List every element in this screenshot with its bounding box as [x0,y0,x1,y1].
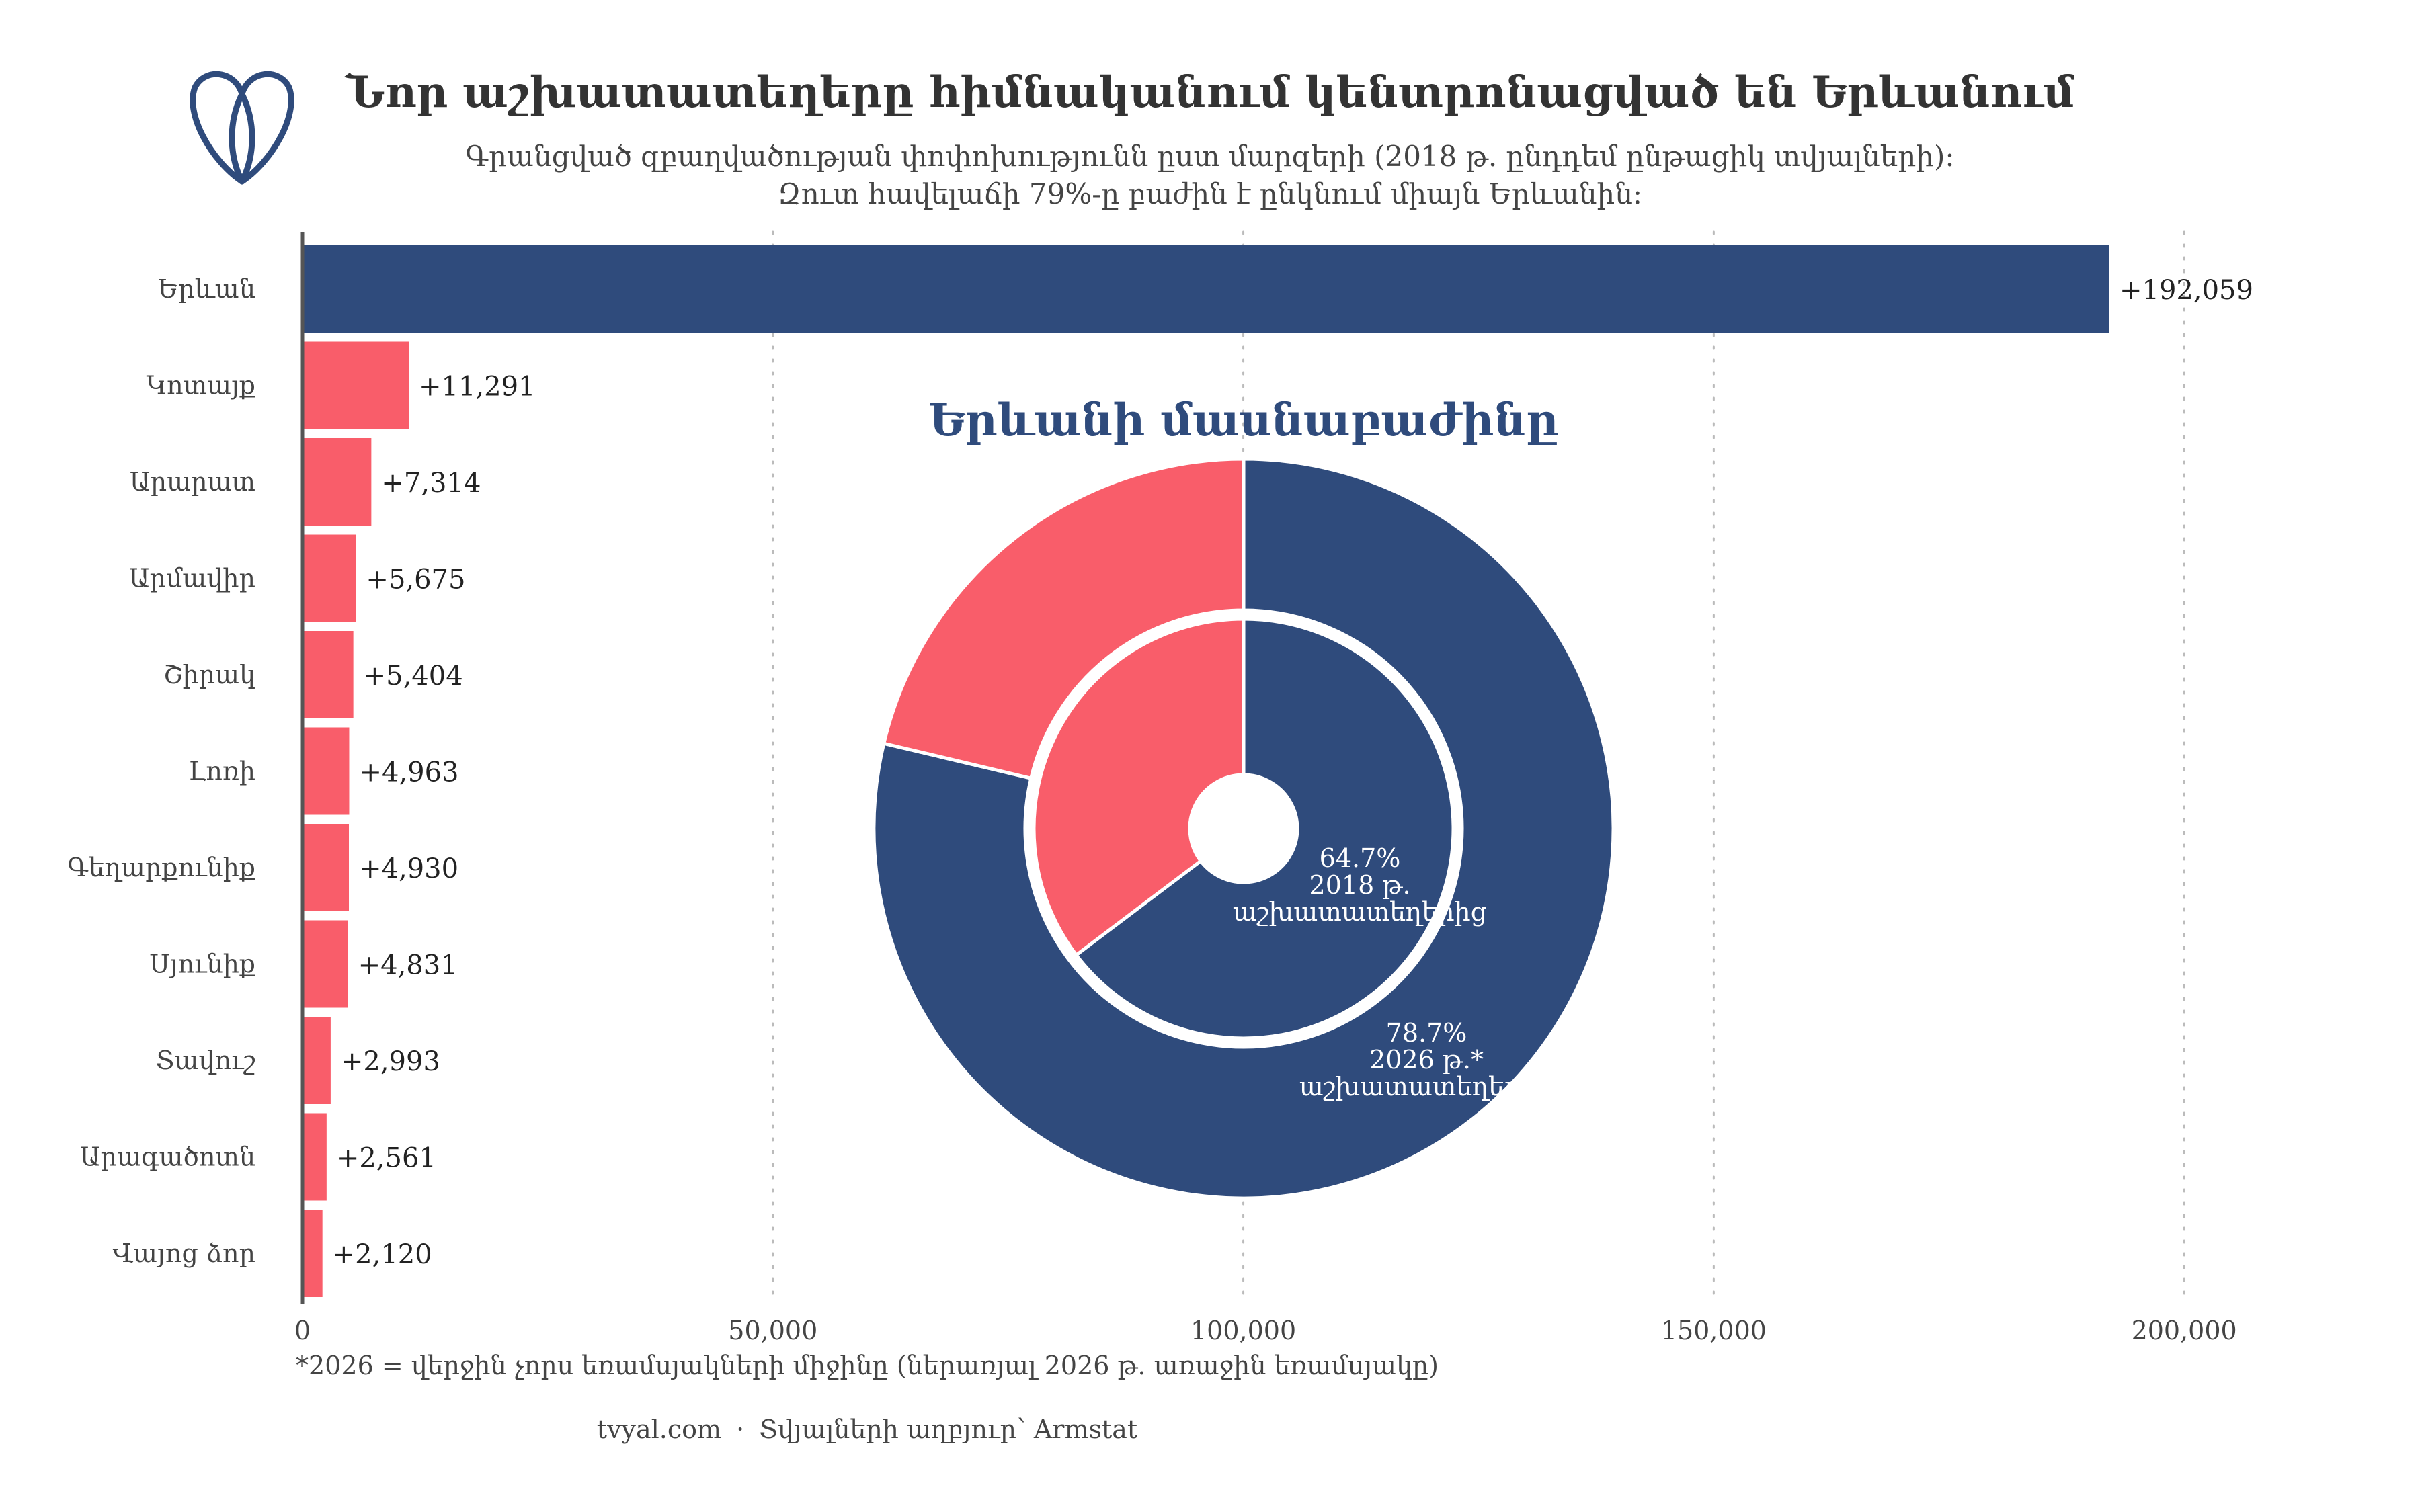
bar-2 [302,438,372,526]
value-label: +4,963 [359,757,458,788]
category-label: Լոռի [188,757,255,786]
category-label: Տավուշ [156,1046,255,1075]
subtitle-line-1: Գրանցված զբաղվածության փոփոխությունն ըստ… [465,140,1955,173]
source-text: Տվյալների աղբյուր՝ Armstat [759,1415,1138,1444]
bar-chart: 0 50,000 100,000 150,000 200,000 Երևան +192,05… [67,230,2253,1344]
value-label: +192,059 [2120,275,2253,306]
outer-ring-label-line-1: 78.7% [1386,1018,1467,1048]
value-label: +2,561 [337,1143,436,1174]
x-tick-label: 100,000 [1191,1316,1296,1344]
bar-9 [302,1113,327,1201]
bar-5 [302,727,350,815]
bar-1 [302,341,409,429]
tvyal-logo-icon [190,71,294,185]
inner-ring-label-line-2: 2018 թ. [1309,870,1411,900]
source-site: tvyal.com [596,1415,722,1444]
subtitle-line-2: Զուտ հավելաճի 79%-ը բաժին է ընկնում միայ… [777,177,1643,210]
value-label: +4,831 [358,950,458,981]
axes: 0 50,000 100,000 150,000 200,000 Երևան +192,05… [67,232,2253,1344]
x-tick-label: 150,000 [1661,1316,1767,1344]
outer-ring-label-line-3: աշխատատեղերից [1299,1072,1554,1101]
value-label: +4,930 [359,853,458,884]
x-tick-label: 0 [294,1316,311,1344]
category-label: Արմավիր [129,564,255,593]
inner-ring-label-line-3: աշխատատեղերից [1233,897,1487,927]
inner-ring-label-line-1: 64.7% [1320,843,1401,873]
value-label: +7,314 [381,468,481,499]
bar-7 [302,920,348,1008]
bars [302,245,2109,1297]
chart-title: Նոր աշխատատեղերը հիմնականում կենտրոնացվա… [346,67,2074,118]
source-line: tvyal.com · Տվյալների աղբյուր՝ Armstat [0,1415,1734,1444]
chart-subtitle: Գրանցված զբաղվածության փոփոխությունն ըստ… [202,138,2218,213]
category-label: Կոտայք [147,371,255,401]
x-tick-label: 200,000 [2132,1316,2237,1344]
category-label: Արարատ [130,467,255,497]
x-tick-label: 50,000 [728,1316,817,1344]
donut-title: Երևանի մասնաբաժինը [929,394,1559,446]
outer-ring-label-line-2: 2026 թ.* [1369,1045,1484,1075]
inner-ring-yerevan-slice [1074,617,1455,1040]
category-label: Արագածոտն [80,1142,255,1172]
inner-ring-other-slice [1032,617,1246,958]
footnote: *2026 = վերջին չորս եռամսյակների միջինը … [296,1351,1439,1380]
source-separator: · [736,1415,745,1444]
bar-10 [302,1210,323,1297]
category-label: Երևան [158,274,255,304]
category-label: Վայոց ձոր [112,1238,255,1268]
value-label: +2,120 [333,1239,432,1270]
value-label: +11,291 [419,372,535,403]
category-label: Սյունիք [149,950,255,979]
bar-8 [302,1017,331,1104]
category-label: Գեղարքունիք [67,853,255,882]
bar-4 [302,631,354,718]
value-label: +5,675 [366,564,465,595]
value-label: +5,404 [364,661,463,691]
value-label: +2,993 [341,1046,440,1077]
bar-0 [302,245,2109,333]
category-label: Շիրակ [163,660,255,689]
bar-3 [302,534,356,622]
bar-6 [302,824,349,911]
